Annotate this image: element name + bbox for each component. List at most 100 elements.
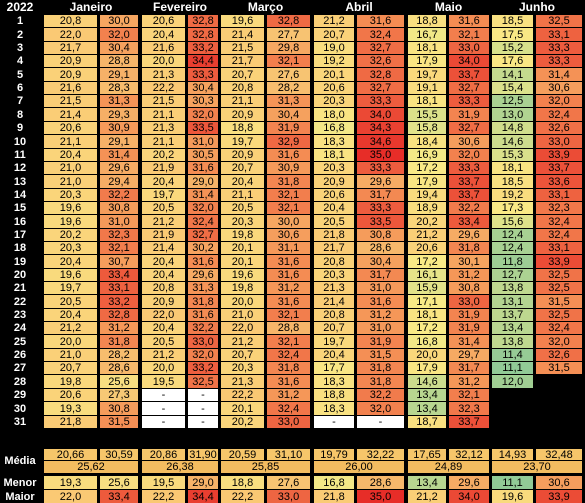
day-label[interactable]: 26: [0, 349, 40, 361]
min-temp-cell[interactable]: 13,8: [492, 282, 533, 294]
max-temp-cell[interactable]: 31,9: [357, 335, 404, 348]
min-temp-cell[interactable]: 15,3: [492, 149, 533, 161]
min-temp-cell[interactable]: 20,6: [408, 242, 446, 254]
min-temp-cell[interactable]: 13,0: [492, 108, 533, 121]
max-temp-cell[interactable]: 33,0: [449, 42, 489, 54]
day-label[interactable]: 27: [0, 362, 40, 374]
max-temp-cell[interactable]: 31,0: [188, 135, 218, 148]
min-temp-cell[interactable]: 20,3: [314, 162, 354, 174]
max-temp-cell[interactable]: 33,3: [357, 95, 404, 107]
min-temp-cell[interactable]: 18,9: [408, 202, 446, 214]
max-temp-cell[interactable]: 33,4: [100, 269, 138, 281]
min-temp-cell[interactable]: 20,6: [142, 15, 185, 27]
max-temp-cell[interactable]: 31,0: [357, 282, 404, 294]
maior-min-cell[interactable]: 21,8: [314, 490, 354, 503]
max-temp-cell[interactable]: -: [188, 402, 218, 415]
max-temp-cell[interactable]: 31,6: [267, 269, 310, 281]
min-temp-cell[interactable]: 20,9: [314, 175, 354, 188]
max-temp-cell[interactable]: 27,6: [267, 68, 310, 81]
day-label[interactable]: 5: [0, 68, 40, 81]
media-min-cell[interactable]: 20,59: [221, 449, 264, 460]
min-temp-cell[interactable]: 13,1: [492, 295, 533, 308]
min-temp-cell[interactable]: 18,0: [314, 108, 354, 121]
max-temp-cell[interactable]: -: [188, 389, 218, 401]
day-label[interactable]: 10: [0, 135, 40, 148]
max-temp-cell[interactable]: 32,1: [267, 55, 310, 67]
max-temp-cell[interactable]: 33,1: [536, 242, 582, 254]
min-temp-cell[interactable]: 20,4: [44, 309, 97, 321]
media-max-cell[interactable]: 31,90: [188, 449, 218, 460]
min-temp-cell[interactable]: 21,7: [221, 55, 264, 67]
day-label[interactable]: 22: [0, 295, 40, 308]
max-temp-cell[interactable]: 33,1: [536, 28, 582, 41]
min-temp-cell[interactable]: 22,0: [221, 322, 264, 334]
max-temp-cell[interactable]: 32,1: [100, 242, 138, 254]
day-label[interactable]: 30: [0, 402, 40, 415]
media-max-cell[interactable]: 32,12: [449, 449, 489, 460]
max-temp-cell[interactable]: 32,2: [188, 322, 218, 334]
day-label[interactable]: 2: [0, 28, 40, 41]
max-temp-cell[interactable]: 30,6: [449, 135, 489, 148]
min-temp-cell[interactable]: 20,5: [142, 202, 185, 214]
min-temp-cell[interactable]: 20,8: [142, 282, 185, 294]
min-temp-cell[interactable]: 15,2: [492, 42, 533, 54]
max-temp-cell[interactable]: 31,5: [536, 362, 582, 374]
day-label[interactable]: 17: [0, 229, 40, 241]
max-temp-cell[interactable]: 30,8: [100, 202, 138, 214]
max-temp-cell[interactable]: 32,1: [267, 309, 310, 321]
maior-max-cell[interactable]: 35,0: [357, 490, 404, 503]
min-temp-cell[interactable]: 19,6: [221, 15, 264, 27]
max-temp-cell[interactable]: 34,0: [357, 108, 404, 121]
max-temp-cell[interactable]: 33,0: [536, 135, 582, 148]
min-temp-cell[interactable]: 15,5: [408, 108, 446, 121]
max-temp-cell[interactable]: 31,7: [357, 269, 404, 281]
media-min-cell[interactable]: 19,79: [314, 449, 354, 460]
min-temp-cell[interactable]: 20,9: [44, 55, 97, 67]
day-label[interactable]: 18: [0, 242, 40, 254]
max-temp-cell[interactable]: 32,8: [357, 68, 404, 81]
min-temp-cell[interactable]: -: [142, 402, 185, 415]
max-temp-cell[interactable]: 31,0: [357, 322, 404, 334]
max-temp-cell[interactable]: 31,3: [267, 95, 310, 107]
min-temp-cell[interactable]: 20,0: [221, 295, 264, 308]
day-label[interactable]: 13: [0, 175, 40, 188]
day-label[interactable]: 29: [0, 389, 40, 401]
min-temp-cell[interactable]: 17,9: [408, 362, 446, 374]
min-temp-cell[interactable]: 15,9: [408, 282, 446, 294]
menor-min-cell[interactable]: 13,4: [408, 476, 446, 489]
max-temp-cell[interactable]: 33,9: [536, 255, 582, 268]
max-temp-cell[interactable]: 33,6: [536, 175, 582, 188]
max-temp-cell[interactable]: 32,5: [536, 269, 582, 281]
min-temp-cell[interactable]: 16,8: [314, 122, 354, 134]
min-temp-cell[interactable]: 20,4: [44, 149, 97, 161]
max-temp-cell[interactable]: 32,5: [188, 375, 218, 388]
max-temp-cell[interactable]: 33,3: [449, 95, 489, 107]
max-temp-cell[interactable]: 29,1: [100, 135, 138, 148]
max-temp-cell[interactable]: 33,0: [188, 335, 218, 348]
min-temp-cell[interactable]: 16,8: [408, 335, 446, 348]
maior-min-cell[interactable]: 19,6: [492, 490, 533, 503]
max-temp-cell[interactable]: 32,0: [536, 335, 582, 348]
max-temp-cell[interactable]: 34,4: [188, 55, 218, 67]
min-temp-cell[interactable]: 21,1: [142, 108, 185, 121]
max-temp-cell[interactable]: 32,3: [449, 402, 489, 415]
max-temp-cell[interactable]: 31,2: [449, 269, 489, 281]
max-temp-cell[interactable]: 30,0: [267, 215, 310, 228]
max-temp-cell[interactable]: 32,6: [357, 55, 404, 67]
max-temp-cell[interactable]: 31,6: [267, 375, 310, 388]
menor-min-cell[interactable]: 19,5: [142, 476, 185, 489]
day-label[interactable]: 21: [0, 282, 40, 294]
min-temp-cell[interactable]: 20,4: [221, 175, 264, 188]
max-temp-cell[interactable]: 28,2: [267, 82, 310, 94]
min-temp-cell[interactable]: 11,4: [492, 349, 533, 361]
max-temp-cell[interactable]: 29,4: [100, 175, 138, 188]
min-temp-cell[interactable]: 20,4: [314, 349, 354, 361]
max-temp-cell[interactable]: 29,6: [357, 175, 404, 188]
day-label[interactable]: 15: [0, 202, 40, 214]
min-temp-cell[interactable]: 21,8: [314, 229, 354, 241]
max-temp-cell[interactable]: 32,5: [536, 309, 582, 321]
min-temp-cell[interactable]: 18,8: [221, 122, 264, 134]
maior-max-cell[interactable]: 34,4: [188, 490, 218, 503]
max-temp-cell[interactable]: 30,9: [267, 162, 310, 174]
max-temp-cell[interactable]: 31,6: [267, 149, 310, 161]
